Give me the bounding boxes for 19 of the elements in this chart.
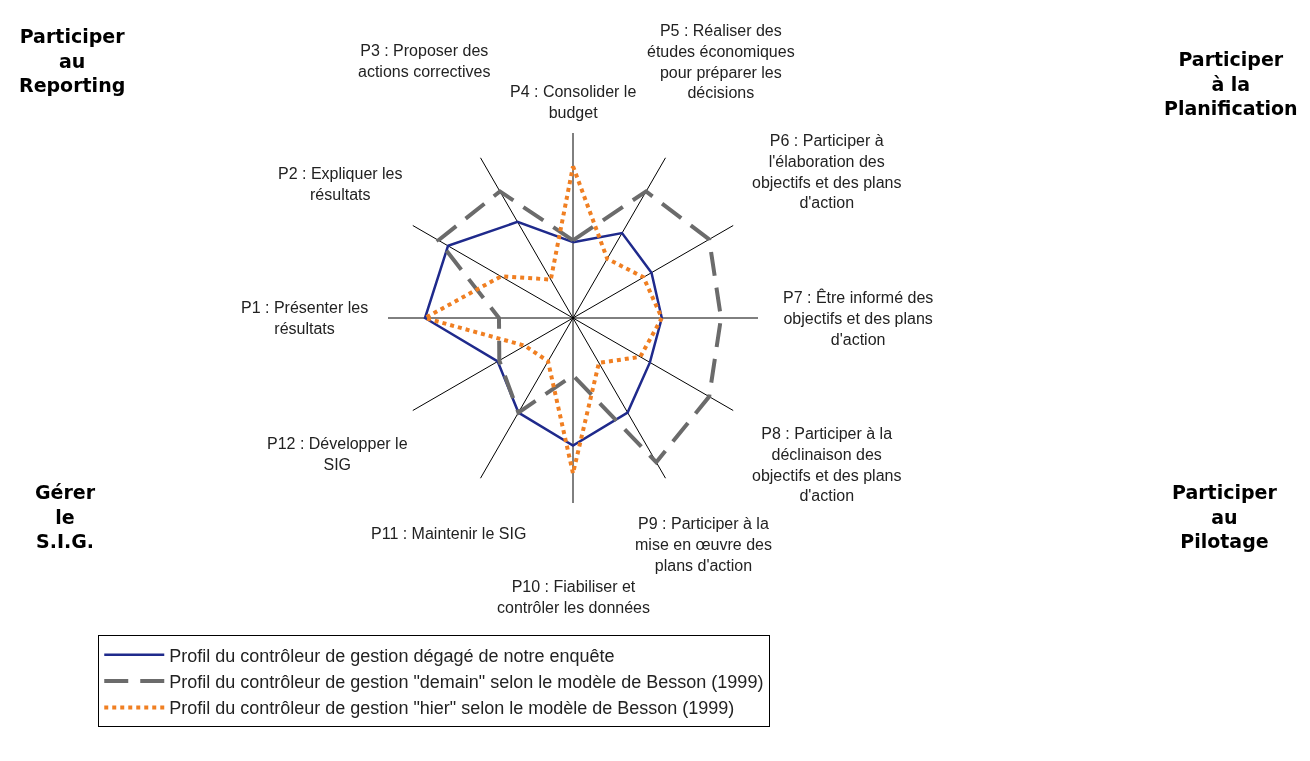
legend-label: Profil du contrôleur de gestion "demain" selon le modèle de Besson (1999) — [169, 672, 764, 693]
text: Participer au Pilotage — [1172, 481, 1278, 553]
spoke-label: P10 : Fiabiliser et contrôler les données — [497, 578, 650, 616]
text: Gérer le S.I.G. — [35, 481, 96, 553]
spoke-label: P11 : Maintenir le SIG — [371, 525, 527, 542]
legend-label: Profil du contrôleur de gestion "hier" selon le modèle de Besson (1999) — [169, 698, 735, 719]
spoke-label: P1 : Présenter les résultats — [241, 299, 369, 337]
spoke-label: P5 : Réaliser des études économiques pour préparer les décisions — [647, 22, 795, 102]
spoke-label: P9 : Participer à la mise en œuvre des plans d'action — [635, 515, 772, 574]
spoke-label: P6 : Participer à l'élaboration des objectifs et des plans d'action — [752, 132, 902, 212]
spoke-label: P12 : Développer le SIG — [267, 435, 408, 473]
spoke-label: P4 : Consolider le budget — [510, 83, 637, 121]
spoke-label: P3 : Proposer des actions correctives — [358, 42, 491, 80]
legend-label: Profil du contrôleur de gestion dégagé de notre enquête — [169, 645, 615, 666]
spoke-label: P7 : Être informé des objectifs et des plans d'action — [783, 288, 934, 348]
spoke-label: P8 : Participer à la déclinaison des objectifs et des plans d'action — [752, 425, 902, 505]
spoke-label: P2 : Expliquer les résultats — [278, 165, 403, 203]
text: Participer au Reporting — [19, 25, 126, 97]
text: Participer à la Planification — [1164, 48, 1298, 120]
